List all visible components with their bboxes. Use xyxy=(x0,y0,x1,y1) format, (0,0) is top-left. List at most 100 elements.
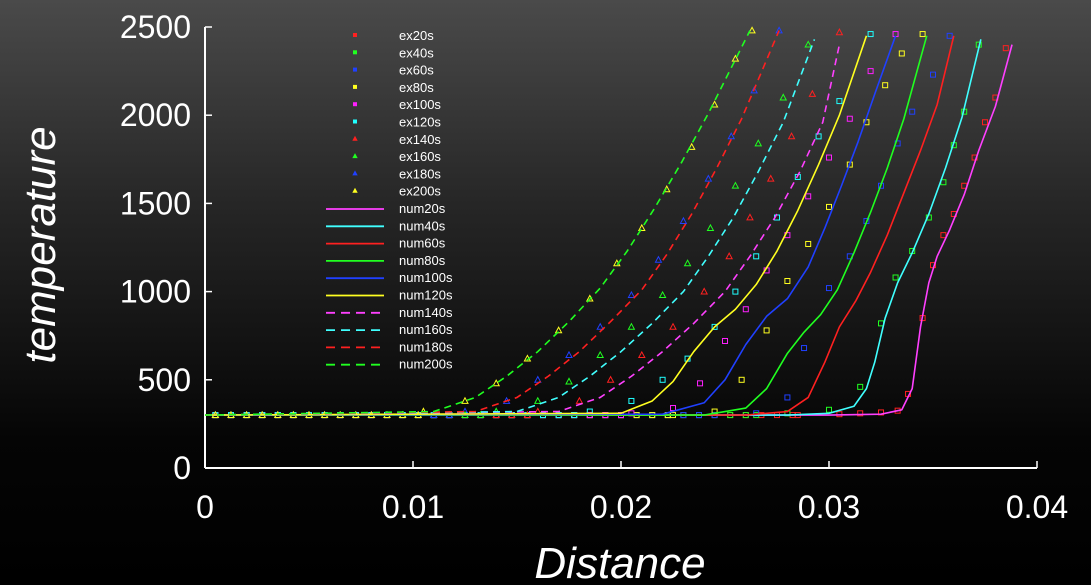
series-marker-ex180s xyxy=(750,86,758,94)
series-marker-ex200s xyxy=(731,54,740,62)
series-marker-ex200s xyxy=(710,100,719,108)
axes xyxy=(204,27,1037,469)
legend-label: ex200s xyxy=(399,184,441,199)
series-marker-ex80s xyxy=(805,240,812,247)
series-marker-ex140s xyxy=(669,322,677,330)
series-marker-ex160s xyxy=(658,290,667,299)
series-marker-ex140s xyxy=(766,174,775,182)
series-marker-ex120s xyxy=(836,98,843,105)
legend-label: num180s xyxy=(399,339,453,354)
series-ex200s xyxy=(211,26,756,418)
x-tick-label: 0.03 xyxy=(798,489,860,525)
legend-label: num40s xyxy=(399,218,446,233)
legend-item-ex20s: ex20s xyxy=(353,28,434,43)
legend-item-num20s: num20s xyxy=(326,201,446,216)
series-marker-ex100s xyxy=(722,337,728,344)
series-marker-ex160s xyxy=(804,40,813,48)
series-ex40s xyxy=(212,41,982,419)
x-tick-label: 0.02 xyxy=(590,489,652,525)
legend-square-marker xyxy=(353,119,357,124)
series-num80s xyxy=(205,35,928,416)
series-marker-ex80s xyxy=(919,31,926,38)
series-marker-ex60s xyxy=(784,394,791,401)
series-marker-ex120s xyxy=(628,397,635,404)
y-tick-label: 2500 xyxy=(120,9,191,45)
tick-labels: 0 0.01 0.02 0.03 0.04 0 500 1000 1500 2000 2500 xyxy=(120,9,1068,525)
series-line-num120s xyxy=(204,35,868,416)
series-marker-ex40s xyxy=(892,274,899,281)
legend-label: num120s xyxy=(399,288,453,303)
series-marker-ex140s xyxy=(808,89,817,97)
series-marker-ex140s xyxy=(746,213,754,221)
legend-item-num80s: num80s xyxy=(326,253,446,268)
series-num160s xyxy=(204,39,816,416)
legend-item-ex180s: ex180s xyxy=(352,166,441,181)
series-marker-ex180s xyxy=(704,174,713,182)
legend-item-ex80s: ex80s xyxy=(353,80,434,95)
series-marker-ex120s xyxy=(732,288,739,295)
series-marker-ex160s xyxy=(706,223,715,231)
series-marker-ex200s xyxy=(492,379,501,387)
series-num100s xyxy=(204,35,897,416)
series-marker-ex120s xyxy=(659,376,666,383)
series-marker-ex40s xyxy=(857,383,864,390)
series-marker-ex180s xyxy=(775,26,783,34)
series-marker-ex80s xyxy=(882,82,889,89)
series-marker-ex80s xyxy=(763,327,770,334)
series-marker-ex100s xyxy=(805,193,812,200)
legend-label: num100s xyxy=(399,270,453,285)
series-marker-ex120s xyxy=(711,323,718,330)
legend-item-num200s: num200s xyxy=(326,357,453,372)
series-marker-ex160s xyxy=(683,259,692,267)
series-marker-ex20s xyxy=(940,232,947,239)
series-num200s xyxy=(204,30,751,416)
series-marker-ex80s xyxy=(898,50,905,57)
series-marker-ex140s xyxy=(787,132,796,140)
series-marker-ex180s xyxy=(627,290,636,299)
legend-item-ex140s: ex140s xyxy=(352,132,441,147)
series-marker-ex140s xyxy=(725,252,733,260)
series-marker-ex160s xyxy=(731,181,740,189)
legend-item-ex40s: ex40s xyxy=(353,45,434,60)
series-num20s xyxy=(205,44,1013,416)
series-marker-ex60s xyxy=(930,71,936,78)
legend-label: ex80s xyxy=(399,80,434,95)
series-marker-ex20s xyxy=(857,410,864,417)
series-num60s xyxy=(205,35,955,416)
series-marker-ex100s xyxy=(826,154,832,161)
legend-triangle-marker xyxy=(352,170,358,176)
series-marker-ex200s xyxy=(554,326,563,334)
legend-triangle-marker xyxy=(352,187,358,193)
legend-label: num60s xyxy=(399,236,446,251)
legend-label: num20s xyxy=(399,201,446,216)
legend-label: ex100s xyxy=(399,97,441,112)
series-num40s xyxy=(205,39,982,416)
series-marker-ex180s xyxy=(533,375,542,383)
series-marker-ex80s xyxy=(738,376,745,383)
series-marker-ex100s xyxy=(697,380,704,387)
legend-square-marker xyxy=(353,102,357,107)
legend-item-num100s: num100s xyxy=(326,270,453,285)
legend-square-marker xyxy=(353,84,357,89)
legend-item-num140s: num140s xyxy=(326,305,453,320)
series-marker-ex40s xyxy=(826,406,832,413)
legend-item-num40s: num40s xyxy=(326,218,446,233)
legend-label: ex180s xyxy=(399,166,441,181)
series-marker-ex180s xyxy=(727,132,736,140)
series-marker-ex100s xyxy=(846,115,853,122)
legend-square-marker xyxy=(353,50,357,55)
series-marker-ex100s xyxy=(867,68,874,75)
series-marker-ex120s xyxy=(753,253,760,260)
legend-label: num160s xyxy=(399,322,453,337)
y-tick-label: 500 xyxy=(138,362,191,398)
series-marker-ex60s xyxy=(801,345,808,352)
legend-square-marker xyxy=(353,33,357,37)
series-marker-ex200s xyxy=(687,142,696,150)
legend-item-num60s: num60s xyxy=(326,236,446,251)
series-marker-ex60s xyxy=(826,285,832,292)
legend-item-num160s: num160s xyxy=(326,322,453,337)
series-ex120s xyxy=(212,31,874,419)
series-marker-ex160s xyxy=(754,139,763,147)
legend-item-ex60s: ex60s xyxy=(353,63,434,78)
